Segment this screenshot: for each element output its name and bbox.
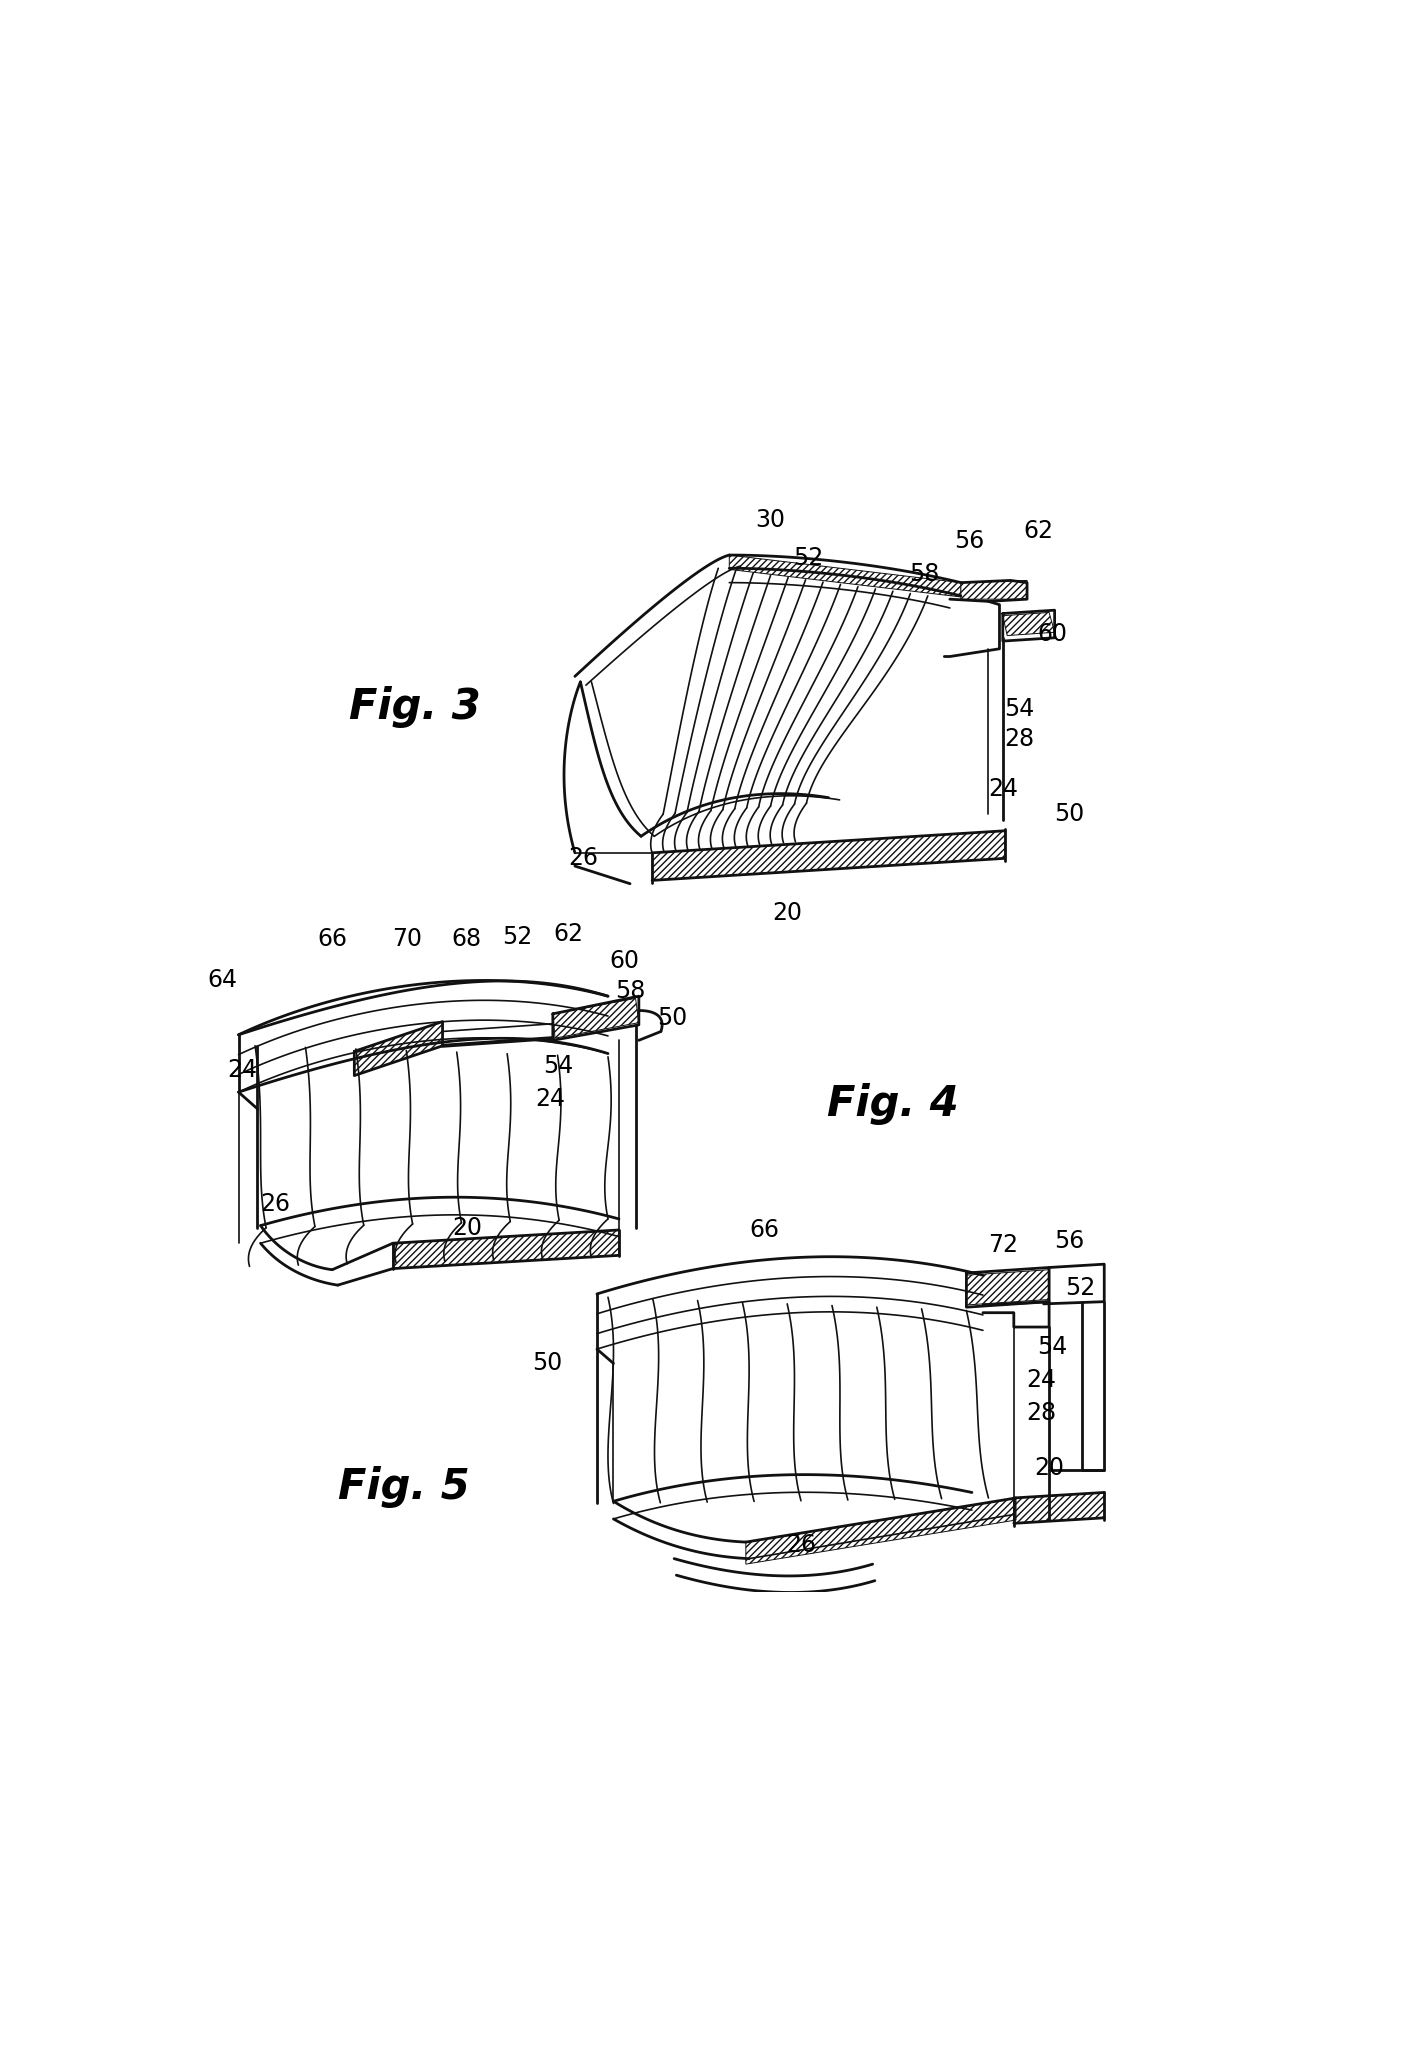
Polygon shape bbox=[1003, 612, 1054, 637]
Text: 58: 58 bbox=[909, 562, 939, 585]
Text: 50: 50 bbox=[1054, 801, 1084, 826]
Text: 68: 68 bbox=[451, 927, 482, 952]
Text: 24: 24 bbox=[1026, 1368, 1056, 1393]
Text: 70: 70 bbox=[393, 927, 423, 952]
Text: 72: 72 bbox=[988, 1234, 1017, 1257]
Text: 24: 24 bbox=[535, 1088, 565, 1110]
Text: 24: 24 bbox=[226, 1059, 256, 1082]
Polygon shape bbox=[1013, 1491, 1104, 1522]
Polygon shape bbox=[354, 1022, 443, 1075]
Text: 24: 24 bbox=[988, 777, 1017, 801]
Text: 50: 50 bbox=[532, 1351, 562, 1376]
Polygon shape bbox=[393, 1230, 619, 1269]
Text: 62: 62 bbox=[1023, 519, 1053, 542]
Text: 26: 26 bbox=[785, 1533, 815, 1557]
Text: 58: 58 bbox=[615, 978, 645, 1003]
Text: 56: 56 bbox=[1054, 1230, 1084, 1252]
Polygon shape bbox=[961, 581, 1027, 599]
Text: 54: 54 bbox=[544, 1053, 573, 1077]
Text: 66: 66 bbox=[750, 1217, 780, 1242]
Text: 54: 54 bbox=[1037, 1335, 1067, 1360]
Text: 52: 52 bbox=[1064, 1277, 1096, 1300]
Text: 28: 28 bbox=[1026, 1401, 1056, 1426]
Text: 52: 52 bbox=[502, 925, 532, 950]
Text: 20: 20 bbox=[1035, 1456, 1064, 1481]
Text: 20: 20 bbox=[773, 902, 803, 925]
Text: 62: 62 bbox=[554, 923, 583, 946]
Polygon shape bbox=[966, 1269, 1049, 1304]
Text: Fig. 4: Fig. 4 bbox=[827, 1084, 958, 1125]
Text: 20: 20 bbox=[453, 1215, 482, 1240]
Text: Fig. 3: Fig. 3 bbox=[349, 686, 481, 729]
Text: Fig. 5: Fig. 5 bbox=[339, 1467, 470, 1508]
Text: 52: 52 bbox=[794, 546, 824, 571]
Text: 30: 30 bbox=[756, 507, 785, 531]
Polygon shape bbox=[552, 999, 639, 1038]
Text: 56: 56 bbox=[955, 529, 985, 552]
Text: 60: 60 bbox=[1037, 622, 1067, 647]
Polygon shape bbox=[746, 1498, 1016, 1564]
Text: 28: 28 bbox=[1005, 727, 1035, 752]
Text: 50: 50 bbox=[657, 1005, 687, 1030]
Polygon shape bbox=[652, 830, 1005, 880]
Text: 64: 64 bbox=[206, 968, 238, 991]
Text: 60: 60 bbox=[609, 950, 639, 972]
Text: 66: 66 bbox=[317, 927, 347, 952]
Text: 26: 26 bbox=[260, 1191, 290, 1215]
Text: 26: 26 bbox=[569, 847, 599, 869]
Text: 54: 54 bbox=[1005, 698, 1035, 721]
Polygon shape bbox=[730, 554, 961, 597]
